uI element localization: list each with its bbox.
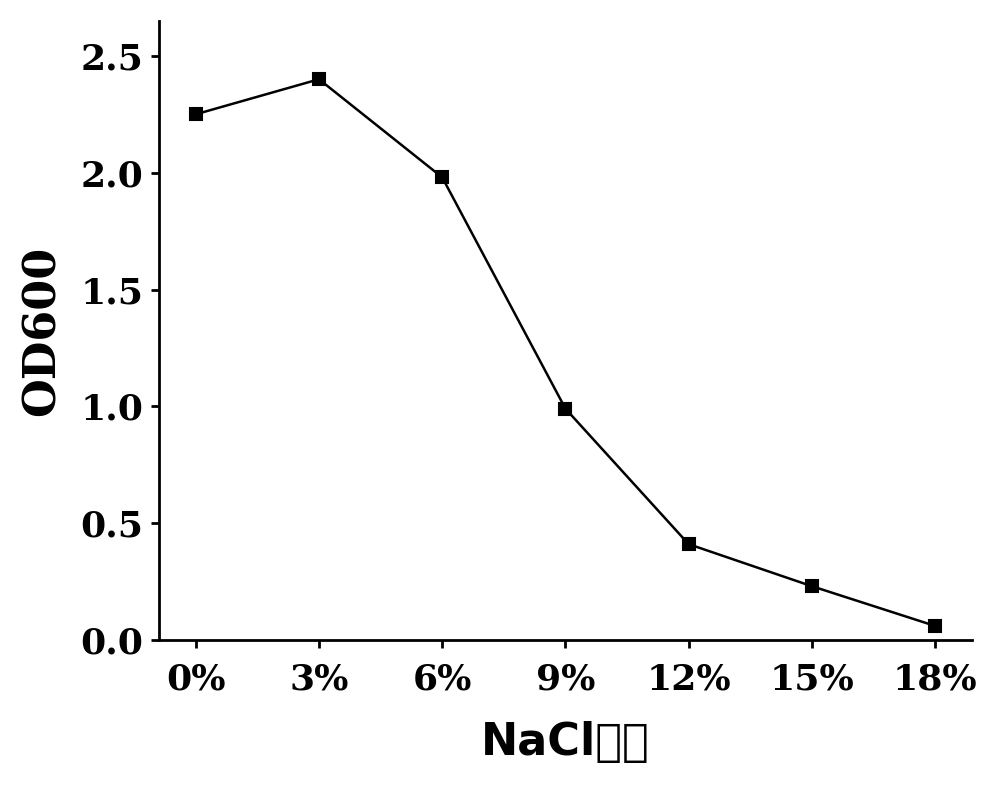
Y-axis label: OD600: OD600	[21, 245, 64, 415]
X-axis label: NaCl浓度: NaCl浓度	[481, 721, 650, 764]
